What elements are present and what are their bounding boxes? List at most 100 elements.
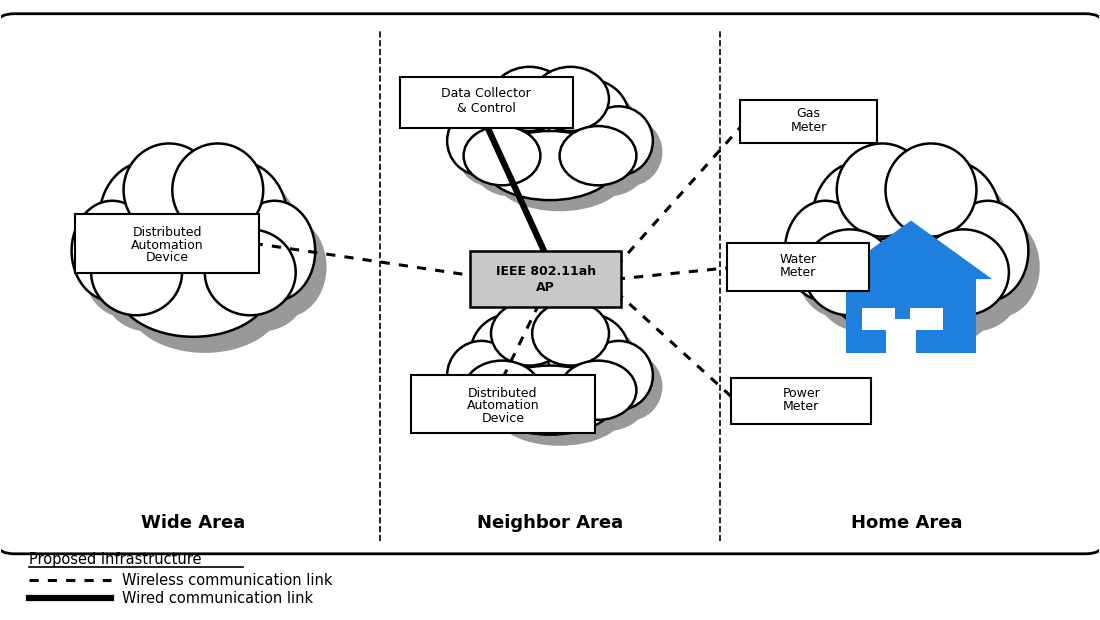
Ellipse shape (915, 177, 1012, 292)
Ellipse shape (532, 67, 609, 131)
Text: Meter: Meter (783, 401, 820, 414)
Ellipse shape (91, 229, 182, 316)
Ellipse shape (173, 143, 263, 237)
Ellipse shape (494, 142, 626, 211)
Ellipse shape (116, 237, 272, 337)
Ellipse shape (205, 229, 296, 316)
Polygon shape (829, 221, 992, 279)
Ellipse shape (824, 177, 921, 292)
Ellipse shape (548, 79, 629, 158)
Ellipse shape (190, 161, 287, 276)
Ellipse shape (594, 352, 662, 421)
Text: Distributed: Distributed (132, 226, 201, 239)
FancyBboxPatch shape (727, 243, 869, 291)
Ellipse shape (594, 117, 662, 187)
Ellipse shape (473, 137, 550, 197)
Text: Wired communication link: Wired communication link (122, 591, 314, 606)
Ellipse shape (804, 229, 895, 316)
Bar (861, 308, 894, 330)
Ellipse shape (484, 131, 616, 200)
Ellipse shape (495, 325, 605, 418)
Bar (886, 319, 916, 353)
Text: AP: AP (536, 281, 556, 294)
Ellipse shape (471, 79, 552, 158)
Ellipse shape (184, 159, 275, 253)
Ellipse shape (463, 126, 540, 185)
Ellipse shape (784, 201, 866, 301)
FancyBboxPatch shape (732, 378, 871, 424)
Ellipse shape (82, 217, 164, 317)
Ellipse shape (216, 246, 307, 332)
Text: Power: Power (782, 387, 821, 400)
Text: Gas: Gas (796, 107, 821, 120)
Ellipse shape (456, 117, 526, 187)
Ellipse shape (557, 325, 639, 404)
Ellipse shape (584, 341, 653, 410)
Ellipse shape (463, 361, 540, 420)
Text: Water: Water (780, 253, 816, 266)
Ellipse shape (840, 253, 996, 353)
Ellipse shape (484, 366, 616, 435)
Ellipse shape (542, 312, 618, 377)
Text: Distributed: Distributed (469, 387, 538, 400)
Ellipse shape (548, 314, 629, 392)
Ellipse shape (471, 314, 552, 392)
Ellipse shape (491, 301, 568, 366)
Text: Device: Device (482, 412, 525, 425)
Ellipse shape (245, 217, 327, 317)
Text: Proposed infrastructure: Proposed infrastructure (29, 552, 201, 567)
Ellipse shape (903, 161, 1001, 276)
Text: Neighbor Area: Neighbor Area (477, 514, 623, 532)
Ellipse shape (958, 217, 1040, 317)
Text: Home Area: Home Area (850, 514, 962, 532)
Ellipse shape (584, 106, 653, 175)
Ellipse shape (560, 126, 637, 185)
Ellipse shape (569, 137, 646, 197)
Ellipse shape (560, 361, 637, 420)
Ellipse shape (505, 102, 615, 195)
Ellipse shape (500, 78, 578, 142)
Ellipse shape (816, 246, 906, 332)
Ellipse shape (495, 91, 605, 184)
Ellipse shape (947, 201, 1028, 301)
FancyBboxPatch shape (410, 375, 595, 433)
Ellipse shape (813, 161, 910, 276)
Ellipse shape (480, 325, 562, 404)
Ellipse shape (456, 352, 526, 421)
Ellipse shape (111, 177, 208, 292)
Ellipse shape (930, 246, 1021, 332)
Ellipse shape (447, 106, 516, 175)
FancyBboxPatch shape (0, 14, 1100, 554)
Text: Automation: Automation (466, 399, 539, 412)
Ellipse shape (557, 91, 639, 169)
Text: Meter: Meter (780, 267, 816, 280)
Ellipse shape (140, 193, 270, 330)
Ellipse shape (447, 341, 516, 410)
Ellipse shape (918, 229, 1009, 316)
Text: Wide Area: Wide Area (141, 514, 245, 532)
Ellipse shape (886, 143, 977, 237)
Text: Meter: Meter (790, 121, 826, 134)
Ellipse shape (569, 372, 646, 431)
Ellipse shape (123, 143, 214, 237)
Bar (846, 279, 976, 353)
Text: & Control: & Control (456, 102, 516, 115)
Ellipse shape (896, 159, 988, 253)
Ellipse shape (828, 237, 984, 337)
Ellipse shape (542, 78, 618, 142)
Bar (910, 308, 943, 330)
Ellipse shape (102, 246, 194, 332)
Text: Wireless communication link: Wireless communication link (122, 573, 332, 588)
FancyBboxPatch shape (75, 215, 260, 273)
Text: Device: Device (145, 251, 188, 264)
Ellipse shape (500, 312, 578, 377)
Ellipse shape (129, 177, 258, 314)
FancyBboxPatch shape (740, 100, 877, 143)
Ellipse shape (126, 253, 283, 353)
FancyBboxPatch shape (399, 78, 573, 128)
Ellipse shape (505, 336, 615, 430)
Text: Data Collector: Data Collector (441, 87, 531, 100)
Ellipse shape (494, 377, 626, 446)
Text: Automation: Automation (131, 239, 204, 252)
FancyBboxPatch shape (470, 251, 622, 307)
